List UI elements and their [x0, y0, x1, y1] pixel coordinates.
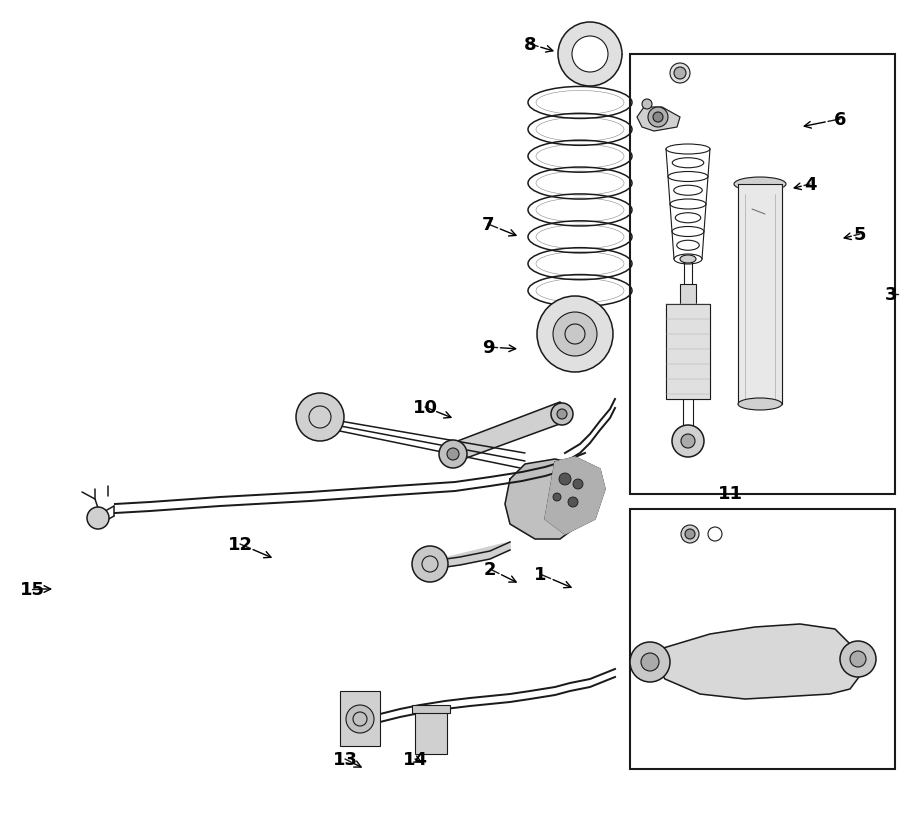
Text: 10: 10: [412, 399, 437, 417]
Text: 1: 1: [534, 565, 546, 583]
Polygon shape: [666, 305, 710, 400]
Circle shape: [87, 508, 109, 529]
Circle shape: [681, 434, 695, 449]
Bar: [340, 691, 380, 746]
Circle shape: [412, 546, 448, 582]
Ellipse shape: [680, 256, 696, 264]
Circle shape: [568, 497, 578, 508]
Text: 4: 4: [804, 176, 816, 194]
Circle shape: [439, 441, 467, 468]
Circle shape: [642, 100, 652, 110]
Circle shape: [672, 426, 704, 458]
Circle shape: [681, 525, 699, 543]
Circle shape: [296, 393, 344, 441]
Bar: [412, 705, 450, 713]
Circle shape: [537, 296, 613, 373]
Circle shape: [840, 641, 876, 677]
Circle shape: [572, 37, 608, 73]
Polygon shape: [447, 402, 568, 464]
Text: 14: 14: [402, 750, 428, 768]
Text: 6: 6: [833, 111, 846, 129]
Text: 12: 12: [228, 536, 253, 554]
Text: 3: 3: [885, 286, 897, 304]
Text: 5: 5: [854, 226, 866, 244]
Text: 13: 13: [332, 750, 357, 768]
Circle shape: [674, 68, 686, 80]
Circle shape: [630, 642, 670, 682]
Text: 11: 11: [717, 484, 742, 502]
Bar: [630, 55, 895, 495]
Circle shape: [670, 64, 690, 84]
Circle shape: [648, 108, 668, 128]
Circle shape: [346, 705, 374, 733]
Polygon shape: [432, 542, 510, 569]
Circle shape: [558, 23, 622, 87]
Text: 9: 9: [482, 338, 494, 356]
Polygon shape: [645, 624, 865, 699]
Circle shape: [557, 410, 567, 419]
Text: 15: 15: [20, 581, 44, 598]
Circle shape: [447, 449, 459, 460]
Circle shape: [553, 313, 597, 356]
Polygon shape: [545, 458, 605, 534]
Circle shape: [559, 473, 571, 486]
Polygon shape: [505, 459, 590, 540]
Polygon shape: [738, 185, 782, 405]
Circle shape: [551, 404, 573, 426]
Text: 7: 7: [482, 215, 494, 233]
Circle shape: [573, 479, 583, 490]
Polygon shape: [637, 108, 680, 132]
Bar: [415, 709, 447, 754]
Circle shape: [553, 493, 561, 501]
Text: 8: 8: [524, 36, 536, 54]
Ellipse shape: [734, 178, 786, 192]
Circle shape: [850, 651, 866, 667]
Circle shape: [685, 529, 695, 540]
Circle shape: [641, 654, 659, 672]
Text: 2: 2: [484, 560, 496, 578]
Circle shape: [653, 113, 663, 123]
Ellipse shape: [738, 399, 782, 410]
Bar: [630, 509, 895, 769]
Bar: [680, 285, 696, 305]
